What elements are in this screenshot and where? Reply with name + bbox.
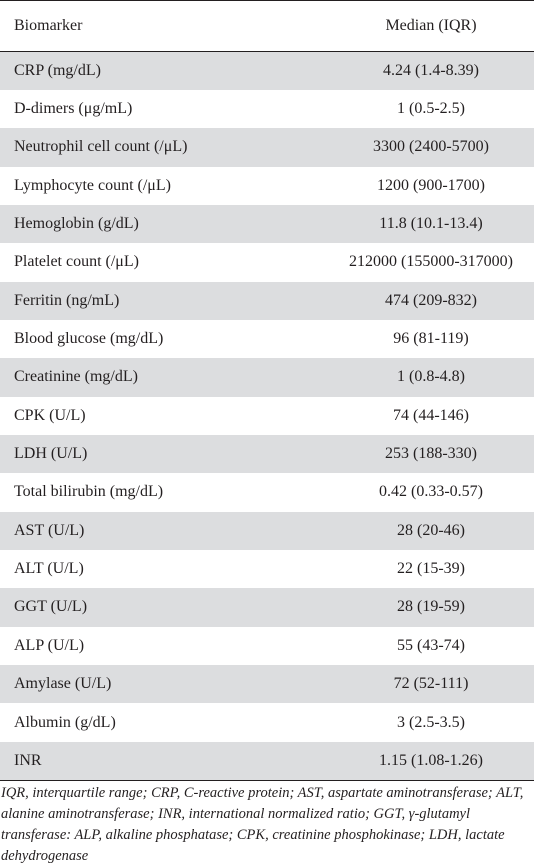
biomarker-name: D-dimers (μg/mL) — [14, 100, 133, 118]
table-row: Platelet count (/μL) 212000 (155000-3170… — [0, 243, 534, 282]
median-value: 3300 (2400-5700) — [373, 138, 489, 156]
header-median-iqr: Median (IQR) — [385, 17, 477, 34]
median-value: 1 (0.5-2.5) — [397, 100, 465, 118]
table-body: CRP (mg/dL) 4.24 (1.4-8.39) D-dimers (μg… — [0, 51, 534, 781]
median-value: 55 (43-74) — [397, 636, 465, 654]
table-row: Creatinine (mg/dL) 1 (0.8-4.8) — [0, 358, 534, 397]
table-row: ALT (U/L) 22 (15-39) — [0, 549, 534, 589]
median-value: 72 (52-111) — [393, 675, 469, 693]
header-biomarker: Biomarker — [14, 17, 83, 34]
median-value: 28 (20-46) — [397, 521, 465, 539]
table-row: Blood glucose (mg/dL) 96 (81-119) — [0, 319, 534, 359]
biomarker-name: ALP (U/L) — [14, 636, 85, 654]
biomarker-name: LDH (U/L) — [14, 445, 88, 463]
median-value: 74 (44-146) — [393, 406, 469, 424]
median-value: 4.24 (1.4-8.39) — [383, 61, 479, 79]
median-value: 22 (15-39) — [397, 560, 465, 578]
median-value: 28 (19-59) — [397, 598, 465, 616]
table-row: CRP (mg/dL) 4.24 (1.4-8.39) — [0, 51, 534, 90]
median-value: 1 (0.8-4.8) — [397, 368, 465, 386]
table-row: Total bilirubin (mg/dL) 0.42 (0.33-0.57) — [0, 473, 534, 512]
table-row: INR 1.15 (1.08-1.26) — [0, 741, 534, 781]
biomarker-name: GGT (U/L) — [14, 598, 88, 616]
biomarker-name: Ferritin (ng/mL) — [14, 291, 120, 309]
table-row: Amylase (U/L) 72 (52-111) — [0, 665, 534, 704]
header-row: Biomarker Median (IQR) — [0, 0, 534, 52]
biomarker-name: Hemoglobin (g/dL) — [14, 215, 139, 233]
median-value: 11.8 (10.1-13.4) — [379, 215, 483, 233]
biomarker-name: Creatinine (mg/dL) — [14, 368, 138, 386]
biomarker-name: Amylase (U/L) — [14, 675, 112, 693]
table-row: Albumin (g/dL) 3 (2.5-3.5) — [0, 703, 534, 742]
biomarker-name: Albumin (g/dL) — [14, 713, 116, 731]
biomarker-name: Neutrophil cell count (/μL) — [14, 138, 188, 156]
median-value: 212000 (155000-317000) — [349, 253, 513, 271]
median-value: 0.42 (0.33-0.57) — [379, 483, 483, 501]
biomarker-table: Biomarker Median (IQR) CRP (mg/dL) 4.24 … — [0, 0, 534, 781]
biomarker-name: CPK (U/L) — [14, 406, 86, 424]
table-row: CPK (U/L) 74 (44-146) — [0, 396, 534, 435]
biomarker-name: Lymphocyte count (/μL) — [14, 176, 171, 194]
median-value: 3 (2.5-3.5) — [397, 713, 465, 731]
biomarker-name: AST (U/L) — [14, 521, 85, 539]
biomarker-name: Blood glucose (mg/dL) — [14, 330, 164, 348]
median-value: 253 (188-330) — [385, 445, 477, 463]
median-value: 96 (81-119) — [393, 330, 469, 348]
biomarker-name: Total bilirubin (mg/dL) — [14, 483, 164, 501]
table-footnote: IQR, interquartile range; CRP, C-reactiv… — [1, 784, 524, 864]
biomarker-name: INR — [14, 751, 42, 769]
table-row: Hemoglobin (g/dL) 11.8 (10.1-13.4) — [0, 204, 534, 244]
table-row: AST (U/L) 28 (20-46) — [0, 511, 534, 550]
table-row: LDH (U/L) 253 (188-330) — [0, 434, 534, 474]
biomarker-name: ALT (U/L) — [14, 560, 84, 578]
median-value: 474 (209-832) — [385, 291, 477, 309]
table-row: D-dimers (μg/mL) 1 (0.5-2.5) — [0, 89, 534, 129]
table-row: Lymphocyte count (/μL) 1200 (900-1700) — [0, 166, 534, 205]
median-value: 1.15 (1.08-1.26) — [379, 751, 483, 769]
table-row: GGT (U/L) 28 (19-59) — [0, 588, 534, 627]
table-row: ALP (U/L) 55 (43-74) — [0, 626, 534, 665]
biomarker-name: CRP (mg/dL) — [14, 61, 101, 79]
median-value: 1200 (900-1700) — [377, 176, 485, 194]
table-header: Biomarker Median (IQR) — [0, 0, 534, 52]
table-row: Ferritin (ng/mL) 474 (209-832) — [0, 281, 534, 320]
biomarker-name: Platelet count (/μL) — [14, 253, 139, 271]
table-row: Neutrophil cell count (/μL) 3300 (2400-5… — [0, 128, 534, 167]
